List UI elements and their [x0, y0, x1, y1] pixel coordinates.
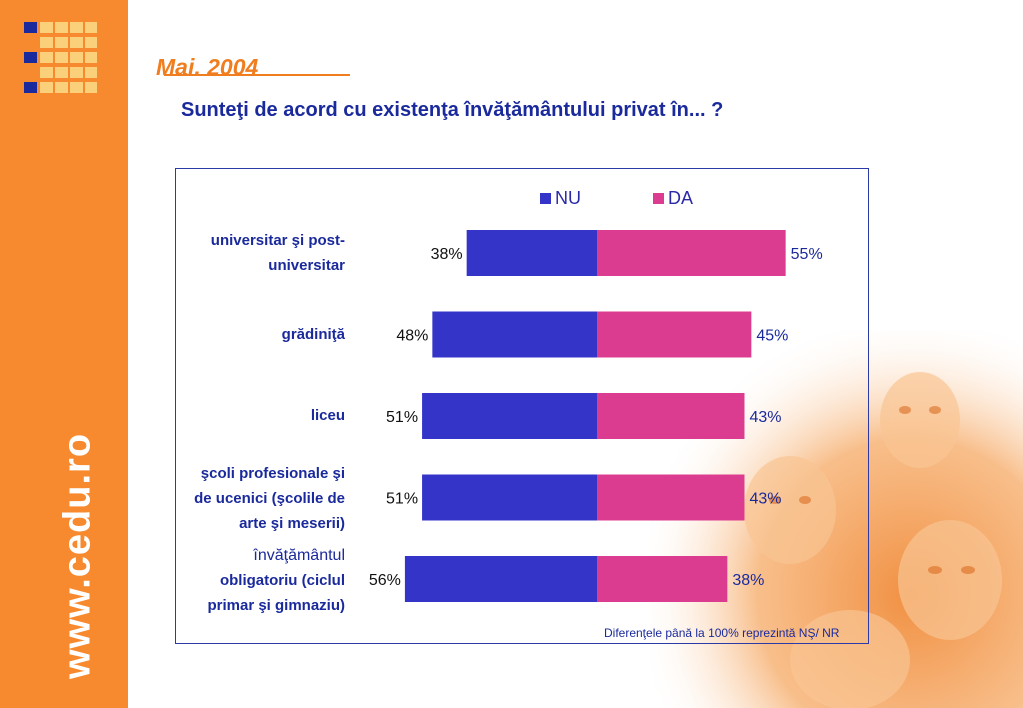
category-label-line: primar şi gimnaziu): [207, 597, 345, 614]
chart-question: Sunteţi de acord cu existenţa învăţământ…: [181, 99, 724, 121]
bar-da: [597, 556, 728, 602]
category-label: şcoli profesionale şi de ucenici (şcolil…: [175, 461, 345, 536]
data-label-da: 43%: [749, 491, 781, 508]
chart-frame: [175, 168, 869, 644]
legend-nu-swatch: [540, 193, 551, 204]
category-label-line: grădiniţă: [281, 326, 345, 343]
data-label-nu: 56%: [369, 572, 401, 589]
category-label-line: de ucenici (şcolile de: [194, 490, 345, 507]
category-label-line: învăţământul: [253, 547, 345, 564]
category-label: învăţământul obligatoriu (ciclul primar …: [175, 543, 345, 618]
data-label-da: 55%: [791, 246, 823, 263]
legend-da: DA: [653, 188, 693, 209]
bar-da: [597, 393, 745, 439]
data-label-nu: 38%: [431, 246, 463, 263]
footnote: Diferenţele până la 100% reprezintă NŞ/ …: [604, 626, 840, 640]
data-label-nu: 51%: [386, 409, 418, 426]
category-label: grădiniţă: [175, 322, 345, 347]
category-label: liceu: [175, 403, 345, 428]
bar-da: [597, 474, 745, 521]
category-label: universitar şi post- universitar: [175, 228, 345, 278]
legend-da-swatch: [653, 193, 664, 204]
data-label-da: 38%: [732, 572, 764, 589]
bar-nu: [404, 556, 597, 602]
data-label-nu: 51%: [386, 491, 418, 508]
category-label-line: şcoli profesionale şi: [200, 465, 345, 482]
bar-da: [597, 230, 786, 276]
bar-da: [597, 311, 752, 358]
category-label-line: liceu: [310, 407, 345, 424]
date-underline: [164, 74, 350, 76]
legend-da-label: DA: [668, 188, 694, 208]
data-label-nu: 48%: [396, 328, 428, 345]
data-label-da: 45%: [756, 328, 788, 345]
legend-nu: NU: [540, 188, 581, 209]
legend-nu-label: NU: [555, 188, 581, 208]
category-label-line: obligatoriu (ciclul: [219, 572, 345, 589]
bar-nu: [422, 474, 597, 521]
category-label-line: arte şi meserii): [239, 515, 345, 532]
data-label-da: 43%: [749, 409, 781, 426]
category-label-line: universitar şi post-: [210, 232, 345, 249]
bar-nu: [466, 230, 597, 276]
category-label-line: universitar: [268, 257, 345, 274]
sidebar: www.cedu.ro: [0, 0, 128, 708]
logo-grid-icon: [24, 22, 97, 93]
bar-nu: [432, 311, 597, 358]
bar-nu: [422, 393, 597, 439]
